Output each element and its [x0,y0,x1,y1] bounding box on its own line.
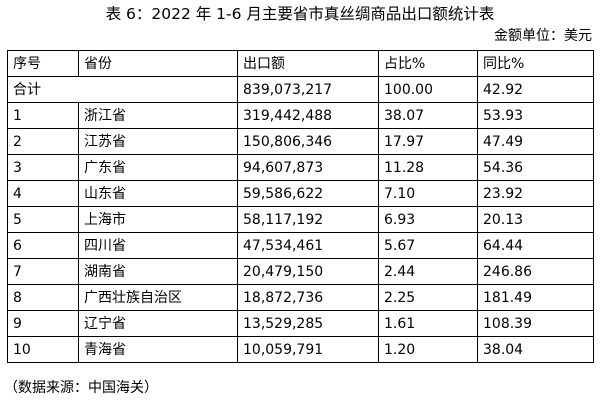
cell-export-amount: 18,872,736 [237,284,379,311]
data-source-note: （数据来源：中国海关） [4,380,158,396]
table-row: 10 青海省 10,059,791 1.20 38.04 [7,336,594,363]
header-no: 序号 [7,50,79,77]
cell-share: 1.61 [378,310,478,337]
cell-export-amount: 94,607,873 [237,154,379,181]
total-share: 100.00 [378,76,478,103]
cell-province: 山东省 [78,180,238,207]
total-label: 合计 [7,76,238,103]
cell-no: 6 [7,232,79,259]
cell-share: 2.44 [378,258,478,285]
cell-export-amount: 58,117,192 [237,206,379,233]
export-table: 序号 省份 出口额 占比% 同比% 合计 839,073,217 100.00 … [7,50,594,363]
cell-no: 10 [7,336,79,363]
total-export-amount: 839,073,217 [237,76,379,103]
cell-yoy: 23.92 [477,180,594,207]
unit-note: 金额单位：美元 [494,28,592,44]
table-title: 表 6：2022 年 1-6 月主要省市真丝绸商品出口额统计表 [105,5,495,23]
cell-yoy: 38.04 [477,336,594,363]
cell-no: 8 [7,284,79,311]
table-row: 1 浙江省 319,442,488 38.07 53.93 [7,102,594,129]
cell-yoy: 54.36 [477,154,594,181]
total-row: 合计 839,073,217 100.00 42.92 [7,76,594,103]
header-share: 占比% [378,50,478,77]
header-row: 序号 省份 出口额 占比% 同比% [7,50,594,77]
cell-province: 湖南省 [78,258,238,285]
cell-province: 四川省 [78,232,238,259]
cell-province: 浙江省 [78,102,238,129]
cell-yoy: 53.93 [477,102,594,129]
cell-export-amount: 20,479,150 [237,258,379,285]
table-row: 3 广东省 94,607,873 11.28 54.36 [7,154,594,181]
table-row: 8 广西壮族自治区 18,872,736 2.25 181.49 [7,284,594,311]
cell-yoy: 64.44 [477,232,594,259]
cell-share: 11.28 [378,154,478,181]
cell-no: 5 [7,206,79,233]
cell-no: 3 [7,154,79,181]
cell-share: 6.93 [378,206,478,233]
cell-export-amount: 150,806,346 [237,128,379,155]
table-row: 2 江苏省 150,806,346 17.97 47.49 [7,128,594,155]
cell-export-amount: 319,442,488 [237,102,379,129]
cell-yoy: 47.49 [477,128,594,155]
table-row: 7 湖南省 20,479,150 2.44 246.86 [7,258,594,285]
cell-yoy: 246.86 [477,258,594,285]
cell-share: 1.20 [378,336,478,363]
cell-province: 青海省 [78,336,238,363]
table-row: 4 山东省 59,586,622 7.10 23.92 [7,180,594,207]
header-yoy: 同比% [477,50,594,77]
cell-share: 17.97 [378,128,478,155]
cell-yoy: 108.39 [477,310,594,337]
cell-yoy: 181.49 [477,284,594,311]
cell-province: 江苏省 [78,128,238,155]
cell-export-amount: 10,059,791 [237,336,379,363]
cell-no: 2 [7,128,79,155]
cell-export-amount: 47,534,461 [237,232,379,259]
cell-no: 7 [7,258,79,285]
header-province: 省份 [78,50,238,77]
table-row: 9 辽宁省 13,529,285 1.61 108.39 [7,310,594,337]
cell-province: 广西壮族自治区 [78,284,238,311]
cell-province: 广东省 [78,154,238,181]
cell-province: 辽宁省 [78,310,238,337]
cell-province: 上海市 [78,206,238,233]
cell-share: 7.10 [378,180,478,207]
cell-no: 1 [7,102,79,129]
table-row: 6 四川省 47,534,461 5.67 64.44 [7,232,594,259]
cell-export-amount: 13,529,285 [237,310,379,337]
cell-share: 38.07 [378,102,478,129]
total-yoy: 42.92 [477,76,594,103]
cell-share: 5.67 [378,232,478,259]
cell-share: 2.25 [378,284,478,311]
cell-no: 4 [7,180,79,207]
table-row: 5 上海市 58,117,192 6.93 20.13 [7,206,594,233]
cell-yoy: 20.13 [477,206,594,233]
cell-no: 9 [7,310,79,337]
header-export-amount: 出口额 [237,50,379,77]
cell-export-amount: 59,586,622 [237,180,379,207]
